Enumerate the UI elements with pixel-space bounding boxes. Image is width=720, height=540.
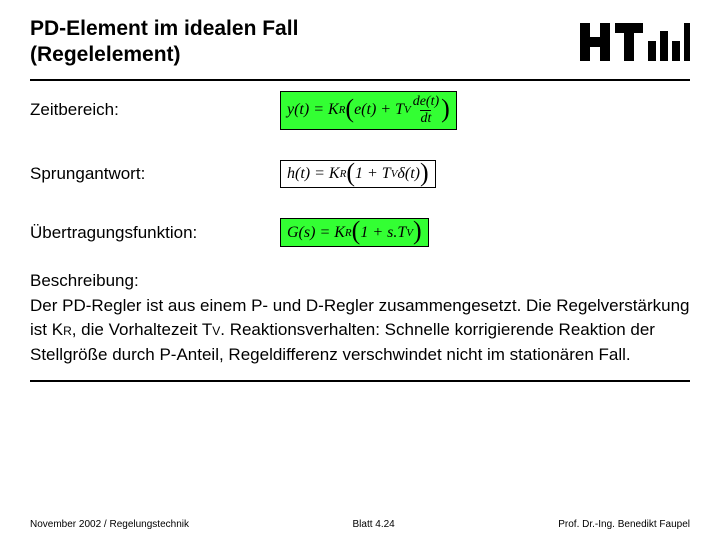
formula-sprungantwort: h(t) = KR (1 + TV δ(t)) bbox=[280, 160, 436, 189]
label-uebertragungsfunktion: Übertragungsfunktion: bbox=[30, 223, 280, 243]
row-sprungantwort: Sprungantwort: h(t) = KR (1 + TV δ(t)) bbox=[30, 160, 690, 189]
footer: November 2002 / Regelungstechnik Blatt 4… bbox=[0, 519, 720, 540]
title-line-1: PD-Element im idealen Fall bbox=[30, 16, 298, 42]
title-line-2: (Regelelement) bbox=[30, 42, 298, 68]
footer-center: Blatt 4.24 bbox=[352, 519, 394, 530]
row-uebertragungsfunktion: Übertragungsfunktion: G(s) = KR (1 + s.T… bbox=[30, 218, 690, 247]
formula-zeitbereich: y(t) = KR(e(t) + TV de(t)dt) bbox=[280, 91, 457, 130]
footer-right: Prof. Dr.-Ing. Benedikt Faupel bbox=[558, 519, 690, 530]
formula-uebertragungsfunktion: G(s) = KR (1 + s.TV) bbox=[280, 218, 429, 247]
page-title: PD-Element im idealen Fall (Regelelement… bbox=[30, 16, 298, 69]
row-zeitbereich: Zeitbereich: y(t) = KR(e(t) + TV de(t)dt… bbox=[30, 91, 690, 130]
description-heading: Beschreibung: bbox=[30, 269, 690, 294]
divider-top bbox=[30, 79, 690, 81]
description-body: Der PD-Regler ist aus einem P- und D-Reg… bbox=[30, 294, 690, 368]
label-sprungantwort: Sprungantwort: bbox=[30, 164, 280, 184]
description: Beschreibung: Der PD-Regler ist aus eine… bbox=[30, 269, 690, 368]
footer-left: November 2002 / Regelungstechnik bbox=[30, 519, 189, 530]
label-zeitbereich: Zeitbereich: bbox=[30, 100, 280, 120]
htw-logo bbox=[580, 23, 690, 61]
divider-bottom bbox=[30, 380, 690, 382]
